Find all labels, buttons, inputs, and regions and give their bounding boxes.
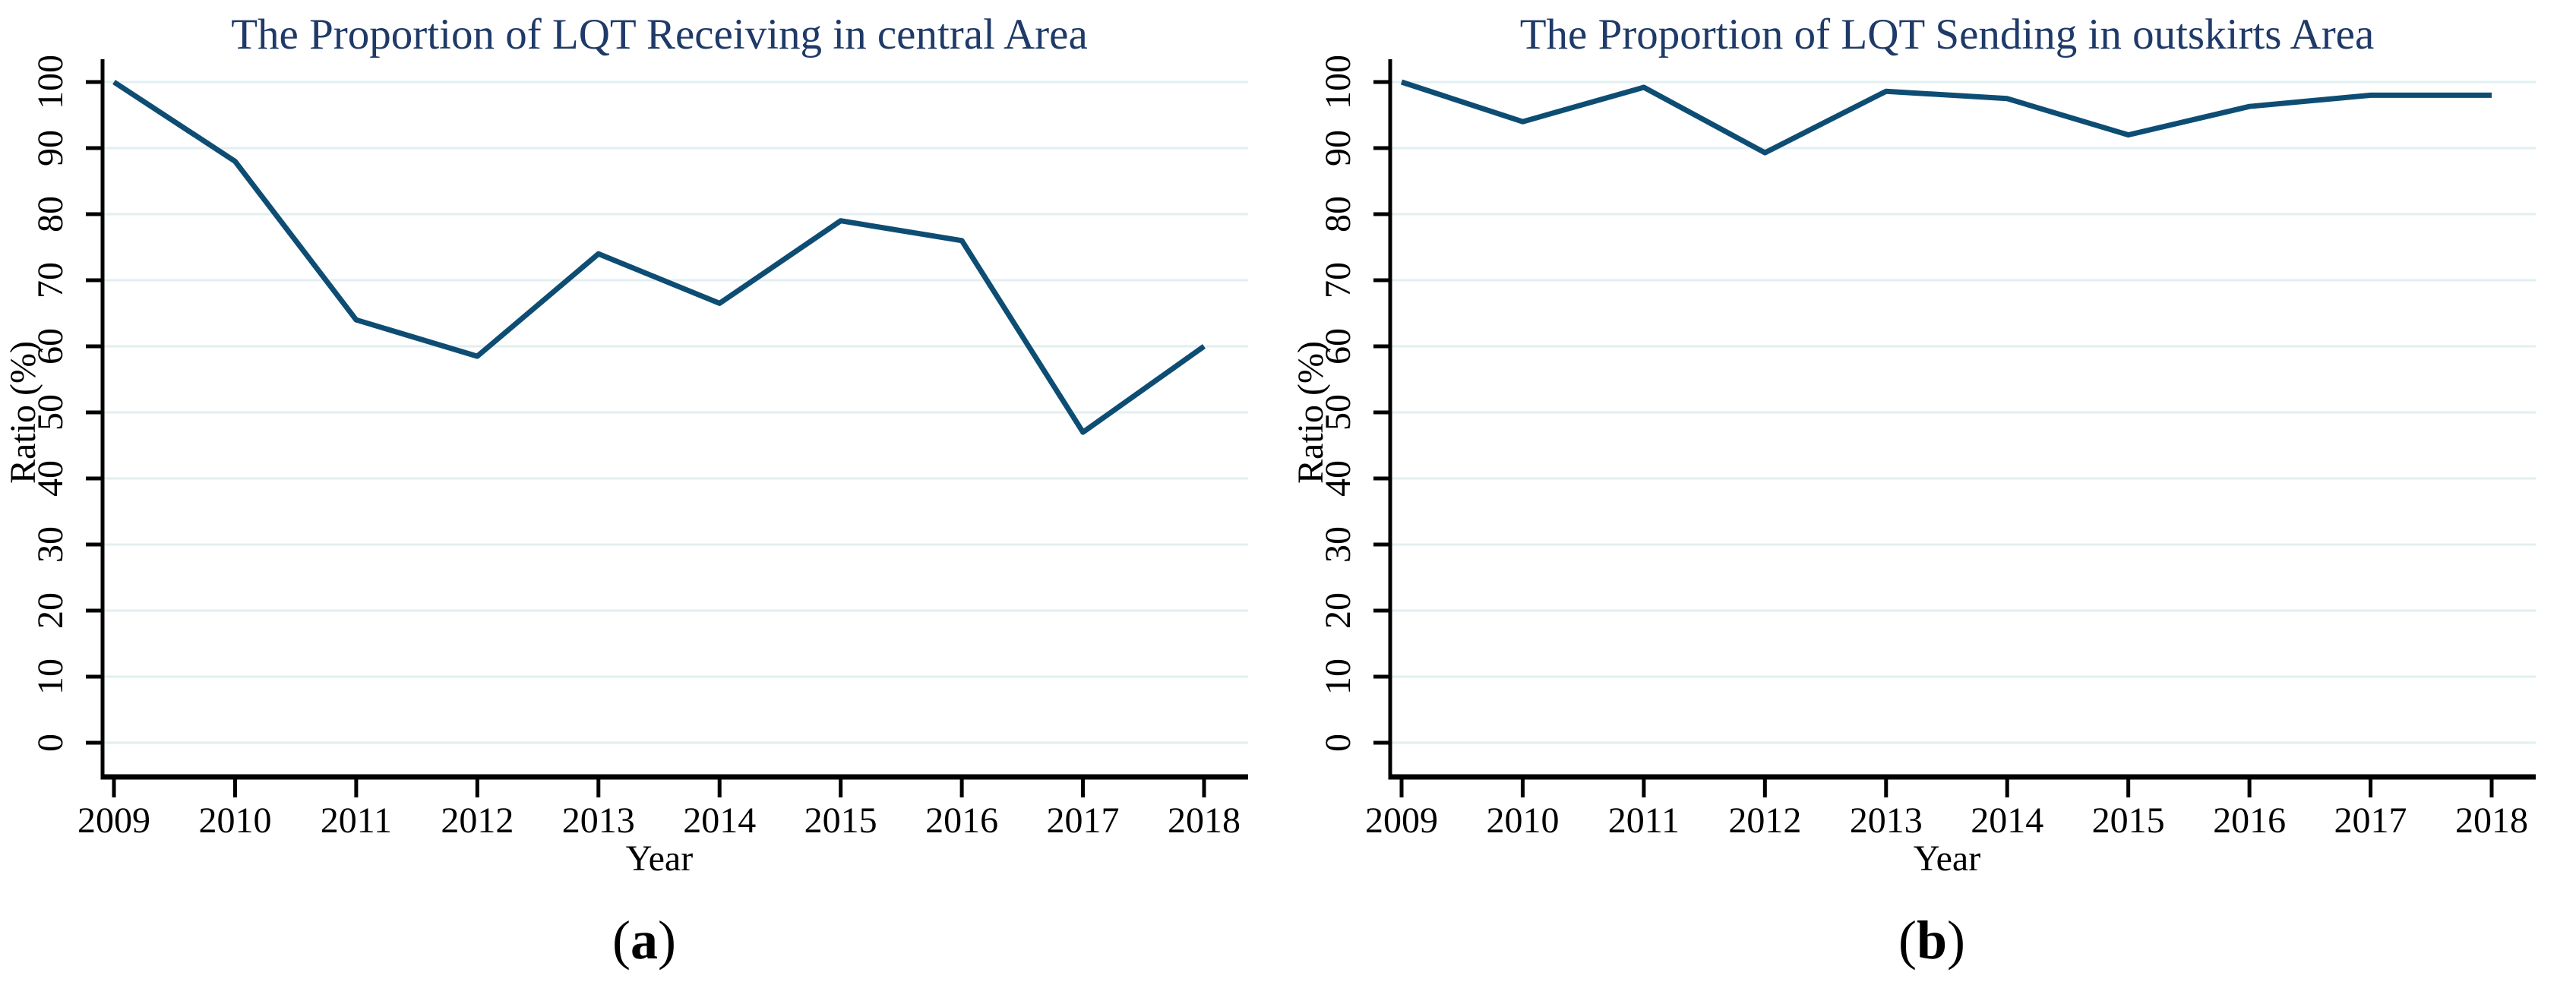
- caption-paren-open: (: [612, 910, 631, 971]
- x-tick-label-2015: 2015: [804, 800, 877, 841]
- y-tick-label-90: 90: [1318, 130, 1358, 166]
- x-tick-label-2013: 2013: [1850, 800, 1923, 841]
- gridlines-layer: [104, 81, 1248, 744]
- y-tick-label-50: 50: [1318, 394, 1358, 431]
- subfigure-caption-a: (a): [612, 910, 676, 971]
- y-tick-label-100: 100: [30, 55, 71, 109]
- x-tick-label-2016: 2016: [925, 800, 998, 841]
- x-tick-label-2017: 2017: [1047, 800, 1120, 841]
- y-tick-label-0: 0: [30, 734, 71, 752]
- y-tick-label-40: 40: [30, 460, 71, 497]
- x-axis-title: Year: [626, 838, 693, 879]
- y-tick-label-40: 40: [1318, 460, 1358, 497]
- y-tick-label-30: 30: [1318, 526, 1358, 563]
- chart-title: The Proportion of LQT Receiving in centr…: [231, 11, 1088, 58]
- line-chart-lqt-sending-outskirts: The Proportion of LQT Sending in outskir…: [1291, 11, 2536, 971]
- y-tick-label-60: 60: [1318, 328, 1358, 365]
- axes-layer: 0 10 20 30 40 50 60 70 80 90 100 2009 2010 2011 2012 20…: [30, 55, 1248, 841]
- x-tick-label-2013: 2013: [562, 800, 635, 841]
- caption-letter: b: [1917, 910, 1947, 971]
- x-tick-label-2010: 2010: [1486, 800, 1559, 841]
- x-tick-label-2009: 2009: [77, 800, 150, 841]
- x-tick-label-2018: 2018: [1168, 800, 1241, 841]
- x-axis-title: Year: [1914, 838, 1980, 879]
- x-tick-label-2009: 2009: [1365, 800, 1438, 841]
- data-line: [1400, 79, 2492, 156]
- caption-letter: a: [631, 910, 658, 971]
- gridlines-layer: [1392, 81, 2536, 744]
- y-tick-label-90: 90: [30, 130, 71, 166]
- y-tick-label-30: 30: [30, 526, 71, 563]
- data-line: [112, 80, 1206, 435]
- y-tick-label-100: 100: [1318, 55, 1358, 109]
- y-tick-label-20: 20: [1318, 592, 1358, 629]
- line-chart-lqt-receiving-central: The Proportion of LQT Receiving in centr…: [3, 11, 1248, 971]
- y-axis-title: Ratio (%): [3, 341, 43, 484]
- x-tick-label-2012: 2012: [1728, 800, 1801, 841]
- series-layer: [1400, 79, 2492, 156]
- y-tick-label-0: 0: [1318, 734, 1358, 752]
- y-tick-label-20: 20: [30, 592, 71, 629]
- x-tick-label-2010: 2010: [198, 800, 271, 841]
- y-axis-title: Ratio (%): [1291, 341, 1331, 484]
- x-tick-label-2011: 2011: [321, 800, 392, 841]
- series-layer: [112, 80, 1206, 435]
- y-tick-label-10: 10: [30, 658, 71, 695]
- axes-layer: 0 10 20 30 40 50 60 70 80 90 100 2009 2010 2011 2012 20…: [1318, 55, 2536, 841]
- x-tick-label-2012: 2012: [441, 800, 514, 841]
- y-tick-label-10: 10: [1318, 658, 1358, 695]
- y-tick-label-70: 70: [1318, 262, 1358, 298]
- y-tick-label-60: 60: [30, 328, 71, 365]
- x-tick-label-2017: 2017: [2334, 800, 2407, 841]
- y-tick-label-80: 80: [1318, 196, 1358, 232]
- caption-paren-close: ): [1947, 910, 1965, 971]
- chart-title: The Proportion of LQT Sending in outskir…: [1520, 11, 2375, 58]
- x-tick-label-2014: 2014: [1971, 800, 2043, 841]
- x-tick-label-2015: 2015: [2092, 800, 2165, 841]
- caption-paren-open: (: [1898, 910, 1917, 971]
- y-tick-label-70: 70: [30, 262, 71, 298]
- panel-a: The Proportion of LQT Receiving in centr…: [3, 11, 1248, 971]
- x-tick-label-2014: 2014: [683, 800, 756, 841]
- subfigure-caption-b: (b): [1898, 910, 1965, 971]
- x-tick-label-2018: 2018: [2455, 800, 2528, 841]
- panel-b: The Proportion of LQT Sending in outskir…: [1288, 0, 2575, 985]
- caption-paren-close: ): [658, 910, 676, 971]
- x-tick-label-2016: 2016: [2213, 800, 2286, 841]
- y-tick-label-80: 80: [30, 196, 71, 232]
- x-tick-label-2011: 2011: [1608, 800, 1680, 841]
- y-tick-label-50: 50: [30, 394, 71, 431]
